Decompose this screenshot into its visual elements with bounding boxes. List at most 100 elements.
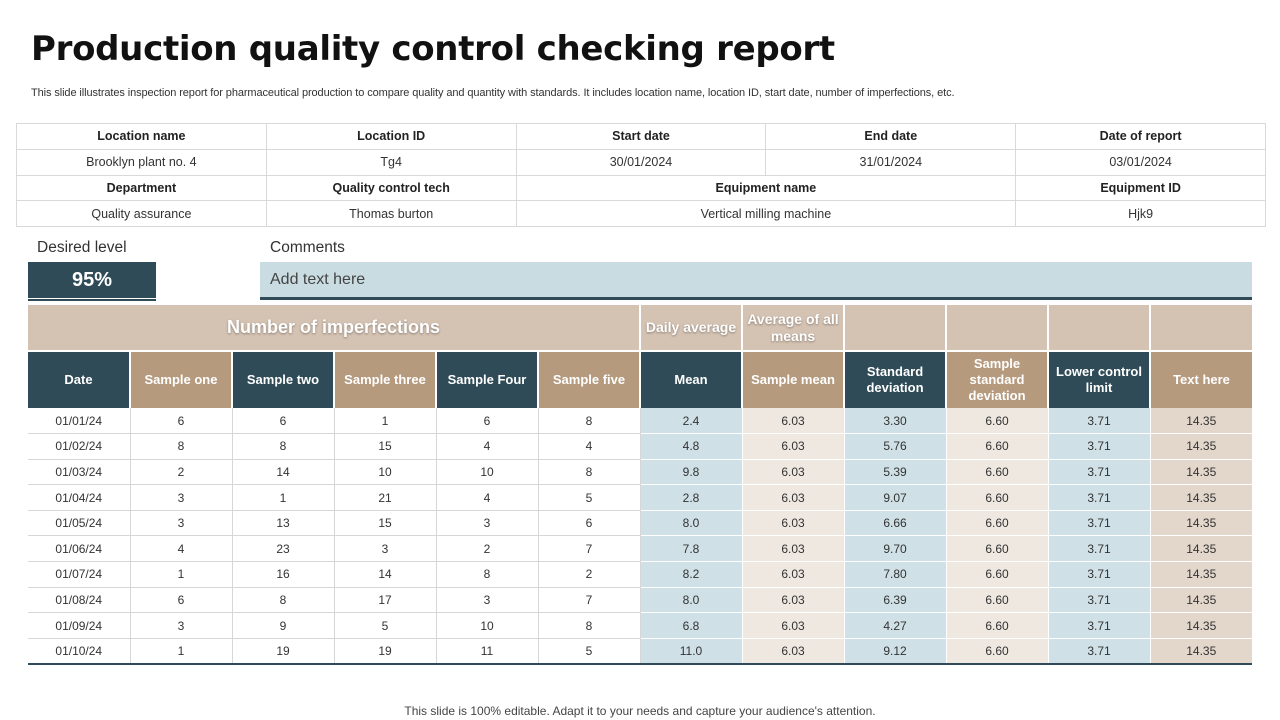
cell-sample-two: 8 xyxy=(232,587,335,614)
col-header-date: Date xyxy=(28,350,131,408)
cell-date: 01/05/24 xyxy=(28,510,131,537)
cell-lower-control-limit: 3.71 xyxy=(1048,484,1151,511)
cell-sample-one: 1 xyxy=(130,561,233,588)
cell-standard-deviation: 5.76 xyxy=(844,433,947,460)
cell-text-here: 14.35 xyxy=(1150,433,1252,460)
footer-note: This slide is 100% editable. Adapt it to… xyxy=(404,704,876,718)
cell-sample-standard-deviation: 6.60 xyxy=(946,638,1049,665)
col-header-sample-standard-deviation: Sample standard deviation xyxy=(946,350,1049,408)
cell-sample-one: 3 xyxy=(130,484,233,511)
cell-standard-deviation: 5.39 xyxy=(844,459,947,486)
cell-sample-one: 4 xyxy=(130,535,233,563)
cell-standard-deviation: 6.66 xyxy=(844,510,947,537)
table-row: 01/03/24 2 14 10 10 8 9.8 6.03 5.39 6.60 3.71 14.35 xyxy=(28,459,1252,486)
cell-sample-five: 5 xyxy=(538,484,641,511)
cell-sample-five: 6 xyxy=(538,510,641,537)
info-equipment-name: Vertical milling machine xyxy=(515,200,1017,227)
cell-lower-control-limit: 3.71 xyxy=(1048,459,1151,486)
cell-sample-four: 2 xyxy=(436,535,539,563)
cell-standard-deviation: 4.27 xyxy=(844,612,947,639)
cell-sample-mean: 6.03 xyxy=(742,612,845,639)
cell-sample-three: 1 xyxy=(334,408,437,435)
col-header-sample-mean: Sample mean xyxy=(742,350,845,408)
info-location-name: Brooklyn plant no. 4 xyxy=(16,148,267,176)
info-table: Location name Location ID Start date End… xyxy=(16,123,1266,227)
cell-lower-control-limit: 3.71 xyxy=(1048,638,1151,665)
cell-sample-two: 1 xyxy=(232,484,335,511)
table-row: 01/05/24 3 13 15 3 6 8.0 6.03 6.66 6.60 3.71 14.35 xyxy=(28,510,1252,537)
cell-sample-five: 2 xyxy=(538,561,641,588)
cell-date: 01/01/24 xyxy=(28,408,131,435)
cell-lower-control-limit: 3.71 xyxy=(1048,612,1151,639)
cell-lower-control-limit: 3.71 xyxy=(1048,561,1151,588)
cell-date: 01/08/24 xyxy=(28,587,131,614)
cell-mean: 2.8 xyxy=(640,484,743,511)
cell-sample-one: 2 xyxy=(130,459,233,486)
cell-sample-three: 15 xyxy=(334,433,437,460)
info-equipment-id: Hjk9 xyxy=(1015,200,1266,227)
cell-sample-mean: 6.03 xyxy=(742,510,845,537)
cell-text-here: 14.35 xyxy=(1150,587,1252,614)
cell-sample-mean: 6.03 xyxy=(742,459,845,486)
cell-sample-standard-deviation: 6.60 xyxy=(946,433,1049,460)
cell-mean: 9.8 xyxy=(640,459,743,486)
comments-text-box[interactable]: Add text here xyxy=(260,262,1252,298)
cell-sample-five: 8 xyxy=(538,459,641,486)
cell-lower-control-limit: 3.71 xyxy=(1048,587,1151,614)
desired-level-value: 95% xyxy=(28,262,156,298)
cell-standard-deviation: 7.80 xyxy=(844,561,947,588)
cell-lower-control-limit: 3.71 xyxy=(1048,408,1151,435)
page-title: Production quality control checking repo… xyxy=(31,29,835,69)
cell-lower-control-limit: 3.71 xyxy=(1048,433,1151,460)
info-header-equipment-id: Equipment ID xyxy=(1015,174,1266,202)
table-row: 01/01/24 6 6 1 6 8 2.4 6.03 3.30 6.60 3.71 14.35 xyxy=(28,408,1252,435)
cell-date: 01/06/24 xyxy=(28,535,131,563)
info-header-department: Department xyxy=(16,174,267,202)
info-date-of-report: 03/01/2024 xyxy=(1015,148,1266,176)
group-header-imperfections: Number of imperfections xyxy=(28,305,641,351)
cell-text-here: 14.35 xyxy=(1150,535,1252,563)
table-row: 01/02/24 8 8 15 4 4 4.8 6.03 5.76 6.60 3.71 14.35 xyxy=(28,433,1252,460)
col-header-lower-control-limit: Lower control limit xyxy=(1048,350,1151,408)
cell-standard-deviation: 6.39 xyxy=(844,587,947,614)
cell-lower-control-limit: 3.71 xyxy=(1048,510,1151,537)
desired-level-label: Desired level xyxy=(37,239,127,256)
cell-sample-one: 3 xyxy=(130,510,233,537)
group-header-average-of-all-means: Average of all means xyxy=(742,305,845,351)
col-header-sample-five: Sample five xyxy=(538,350,641,408)
cell-text-here: 14.35 xyxy=(1150,510,1252,537)
cell-sample-three: 15 xyxy=(334,510,437,537)
cell-date: 01/10/24 xyxy=(28,638,131,665)
table-row: 01/10/24 1 19 19 11 5 11.0 6.03 9.12 6.60 3.71 14.3… xyxy=(28,638,1252,665)
cell-sample-standard-deviation: 6.60 xyxy=(946,561,1049,588)
cell-mean: 8.0 xyxy=(640,587,743,614)
col-header-standard-deviation: Standard deviation xyxy=(844,350,947,408)
cell-sample-mean: 6.03 xyxy=(742,587,845,614)
cell-date: 01/09/24 xyxy=(28,612,131,639)
comments-underline xyxy=(260,297,1252,300)
group-header-empty xyxy=(844,305,947,351)
cell-sample-two: 13 xyxy=(232,510,335,537)
cell-sample-two: 8 xyxy=(232,433,335,460)
cell-date: 01/02/24 xyxy=(28,433,131,460)
col-header-mean: Mean xyxy=(640,350,743,408)
cell-sample-standard-deviation: 6.60 xyxy=(946,587,1049,614)
cell-sample-two: 14 xyxy=(232,459,335,486)
col-header-sample-two: Sample two xyxy=(232,350,335,408)
comments-label: Comments xyxy=(270,239,345,256)
cell-sample-four: 3 xyxy=(436,510,539,537)
cell-sample-two: 16 xyxy=(232,561,335,588)
cell-sample-three: 3 xyxy=(334,535,437,563)
cell-sample-standard-deviation: 6.60 xyxy=(946,459,1049,486)
cell-standard-deviation: 9.70 xyxy=(844,535,947,563)
cell-mean: 4.8 xyxy=(640,433,743,460)
cell-sample-mean: 6.03 xyxy=(742,561,845,588)
group-header-daily-average: Daily average xyxy=(640,305,743,351)
cell-sample-two: 19 xyxy=(232,638,335,665)
cell-sample-mean: 6.03 xyxy=(742,408,845,435)
cell-sample-four: 10 xyxy=(436,459,539,486)
info-header-location-id: Location ID xyxy=(265,123,517,150)
cell-mean: 2.4 xyxy=(640,408,743,435)
cell-sample-five: 7 xyxy=(538,535,641,563)
cell-sample-one: 8 xyxy=(130,433,233,460)
